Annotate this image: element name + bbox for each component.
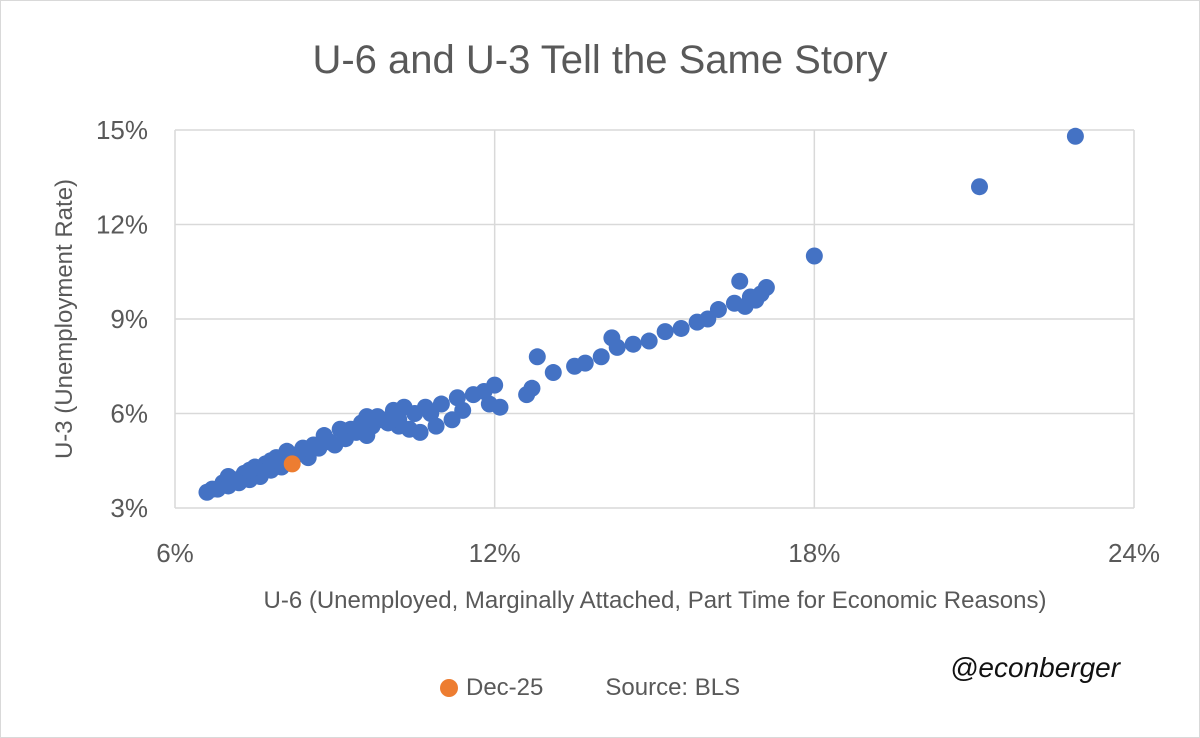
y-tick-label: 15% bbox=[96, 115, 148, 145]
data-point bbox=[566, 357, 584, 375]
legend: Dec-25 Source: BLS bbox=[440, 674, 740, 702]
data-point bbox=[731, 272, 749, 290]
data-point bbox=[970, 178, 988, 196]
data-point bbox=[672, 319, 690, 337]
data-point bbox=[379, 414, 397, 432]
data-point bbox=[1066, 127, 1084, 145]
chart-title: U-6 and U-3 Tell the Same Story bbox=[312, 38, 888, 82]
y-tick-label: 3% bbox=[110, 493, 148, 523]
y-tick-label: 9% bbox=[110, 304, 148, 334]
legend-label-dec-25: Dec-25 bbox=[466, 674, 544, 701]
y-tick-label: 12% bbox=[96, 210, 148, 240]
data-point bbox=[331, 420, 349, 438]
y-axis-title: U-3 (Unemployment Rate) bbox=[51, 179, 78, 459]
data-point bbox=[203, 480, 221, 498]
x-tick-label: 24% bbox=[1108, 538, 1160, 568]
data-point bbox=[411, 423, 429, 441]
data-point bbox=[736, 297, 754, 315]
legend-marker-dec-25 bbox=[440, 679, 458, 697]
data-point bbox=[427, 417, 445, 435]
data-point bbox=[347, 423, 365, 441]
data-point bbox=[486, 376, 504, 394]
data-point bbox=[528, 348, 546, 366]
data-point bbox=[219, 468, 237, 485]
author-handle: @econberger bbox=[950, 652, 1121, 683]
data-point bbox=[688, 313, 706, 331]
data-point bbox=[592, 348, 610, 366]
data-point bbox=[624, 335, 642, 353]
data-point bbox=[544, 364, 562, 382]
data-point bbox=[805, 247, 823, 265]
data-point bbox=[262, 452, 280, 470]
data-point bbox=[464, 386, 482, 404]
x-tick-label: 12% bbox=[469, 538, 521, 568]
data-point bbox=[518, 386, 536, 404]
data-point bbox=[454, 401, 472, 419]
source-note: Source: BLS bbox=[605, 674, 741, 701]
data-point bbox=[294, 439, 312, 457]
data-point bbox=[315, 427, 333, 445]
data-point bbox=[656, 323, 674, 341]
data-point bbox=[640, 332, 658, 350]
x-tick-label: 6% bbox=[156, 538, 194, 568]
x-axis-title: U-6 (Unemployed, Marginally Attached, Pa… bbox=[264, 587, 1047, 614]
highlight-point bbox=[283, 455, 301, 473]
x-tick-label: 18% bbox=[788, 538, 840, 568]
y-tick-label: 6% bbox=[110, 399, 148, 429]
data-point bbox=[358, 408, 376, 426]
data-point bbox=[241, 461, 259, 479]
data-point bbox=[603, 329, 621, 347]
